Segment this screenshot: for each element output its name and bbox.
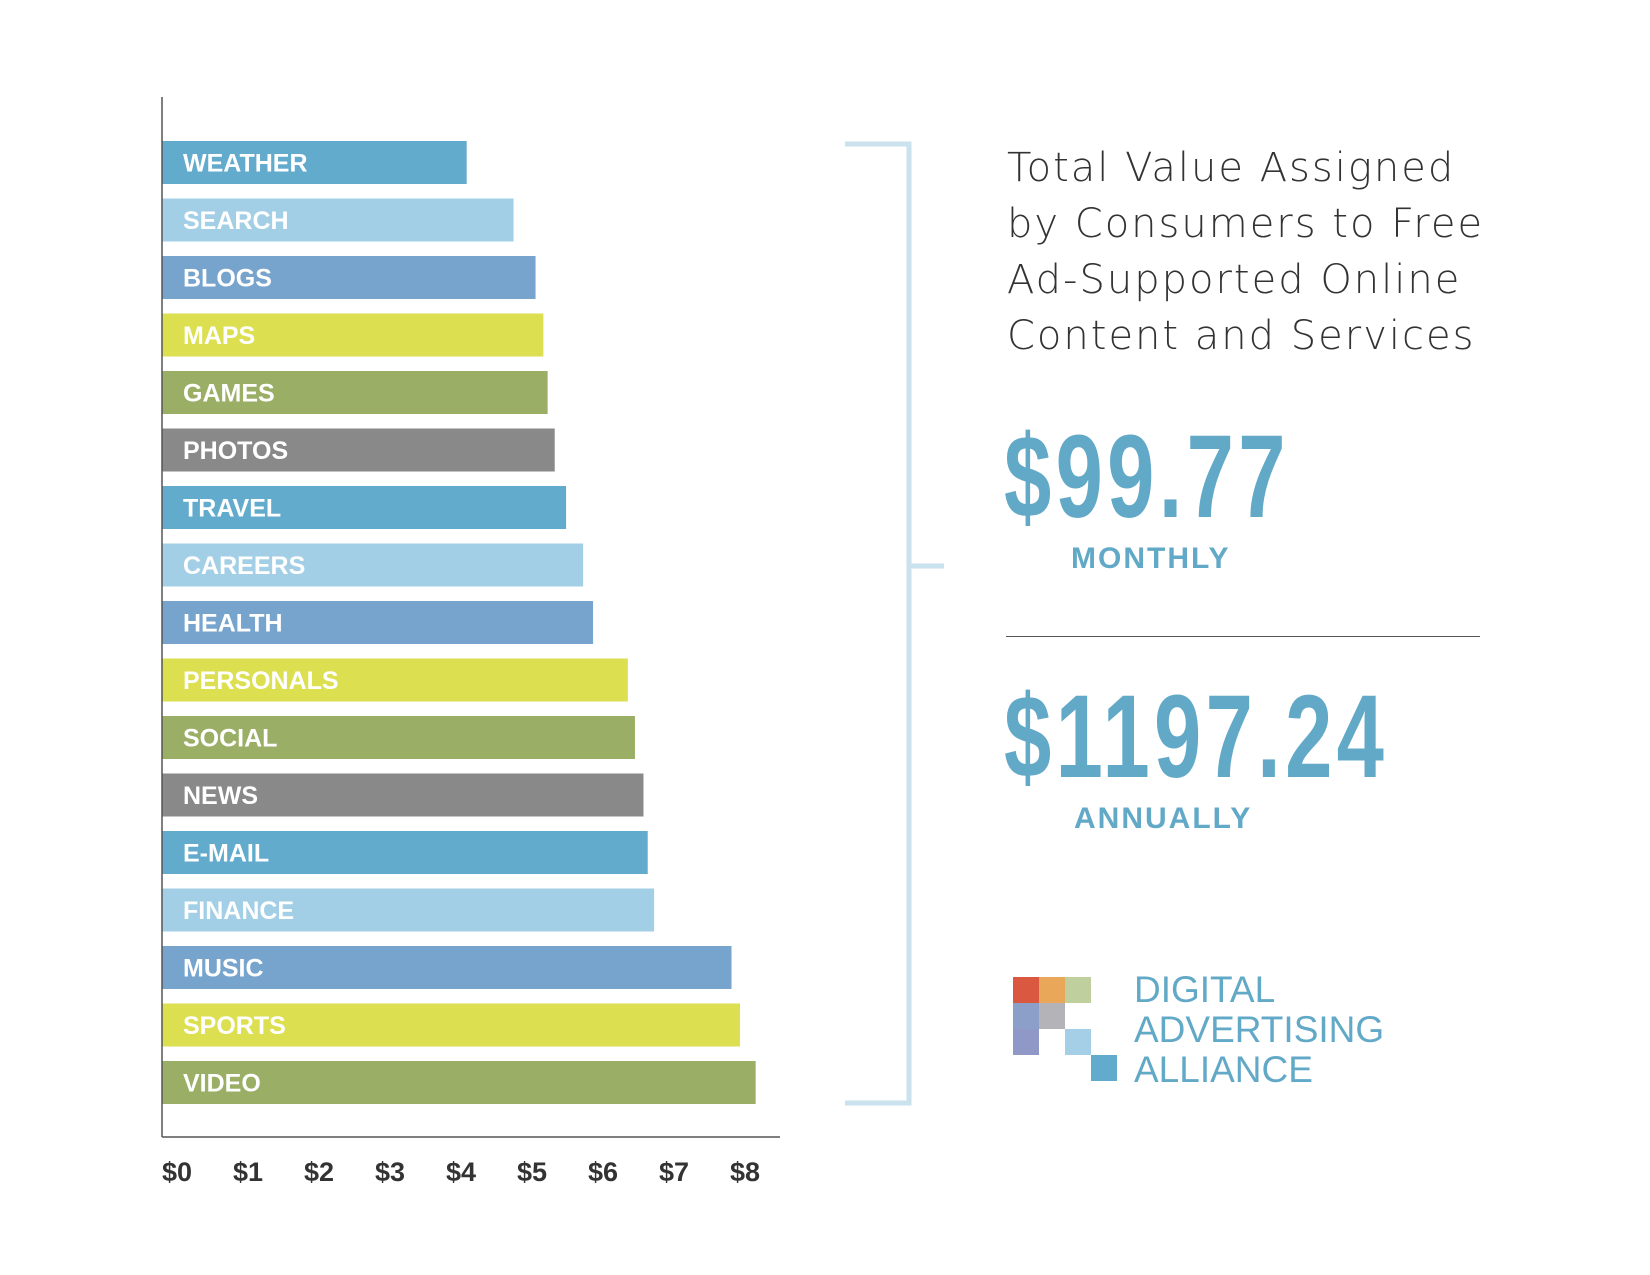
logo-line: ALLIANCE	[1134, 1049, 1313, 1090]
bar-maps	[162, 313, 544, 357]
logo-mark	[1013, 977, 1117, 1081]
bar-label: NEWS	[183, 782, 258, 810]
bar-label: HEALTH	[183, 610, 283, 638]
bar-games	[162, 371, 548, 414]
bar-label: CAREERS	[183, 552, 305, 580]
bar-careers	[162, 543, 584, 587]
bar-label: WEATHER	[183, 150, 308, 178]
bar-finance	[162, 888, 655, 932]
logo-line: ADVERTISING	[1134, 1009, 1385, 1050]
annual-label: ANNUALLY	[1074, 802, 1253, 835]
bar-health	[162, 601, 594, 644]
x-tick-label: $4	[446, 1157, 476, 1187]
logo-line: DIGITAL	[1134, 969, 1276, 1010]
x-tick-label: $7	[659, 1157, 689, 1187]
bar-label: SPORTS	[183, 1012, 286, 1040]
bar-label: MUSIC	[183, 955, 264, 983]
title-line: Ad-Supported Online	[1007, 257, 1462, 303]
x-tick-label: $2	[304, 1157, 334, 1187]
title-line: by Consumers to Free	[1007, 201, 1485, 247]
bar-sports	[162, 1003, 741, 1047]
bar-label: SOCIAL	[183, 725, 277, 753]
logo-text: DIGITAL ADVERTISING ALLIANCE	[1134, 970, 1384, 1090]
bar-blogs	[162, 256, 536, 299]
divider	[1006, 636, 1480, 637]
bar-video	[162, 1061, 756, 1104]
bar-label: BLOGS	[183, 265, 272, 293]
bar-label: SEARCH	[183, 207, 289, 235]
x-tick-label: $5	[517, 1157, 547, 1187]
x-tick-label: $3	[375, 1157, 405, 1187]
bar-label: PHOTOS	[183, 437, 288, 465]
bar-news	[162, 773, 644, 817]
bar-photos	[162, 428, 555, 472]
bar-label: GAMES	[183, 380, 275, 408]
x-tick-label: $1	[233, 1157, 263, 1187]
bar-social	[162, 716, 635, 759]
bar-weather	[162, 141, 467, 184]
bracket	[845, 141, 944, 1106]
bar-label: TRAVEL	[183, 495, 281, 523]
bar-search	[162, 198, 514, 242]
bar-travel	[162, 486, 567, 529]
monthly-value: $99.77	[1004, 411, 1290, 543]
bar-label: PERSONALS	[183, 667, 339, 695]
bar-label: MAPS	[183, 322, 255, 350]
annual-value: $1197.24	[1004, 671, 1389, 803]
title-line: Content and Services	[1007, 313, 1476, 359]
monthly-label: MONTHLY	[1071, 542, 1231, 575]
bar-music	[162, 946, 732, 989]
bar-label: E-MAIL	[183, 840, 269, 868]
bar-label: FINANCE	[183, 897, 294, 925]
x-tick-label: $0	[162, 1157, 192, 1187]
bar-label: VIDEO	[183, 1070, 261, 1098]
bar-e-mail	[162, 831, 648, 874]
x-tick-label: $8	[730, 1157, 760, 1187]
summary-title: Total Value Assigned by Consumers to Fre…	[1007, 140, 1484, 364]
x-tick-label: $6	[588, 1157, 618, 1187]
title-line: Total Value Assigned	[1007, 145, 1456, 191]
bar-personals	[162, 658, 628, 702]
